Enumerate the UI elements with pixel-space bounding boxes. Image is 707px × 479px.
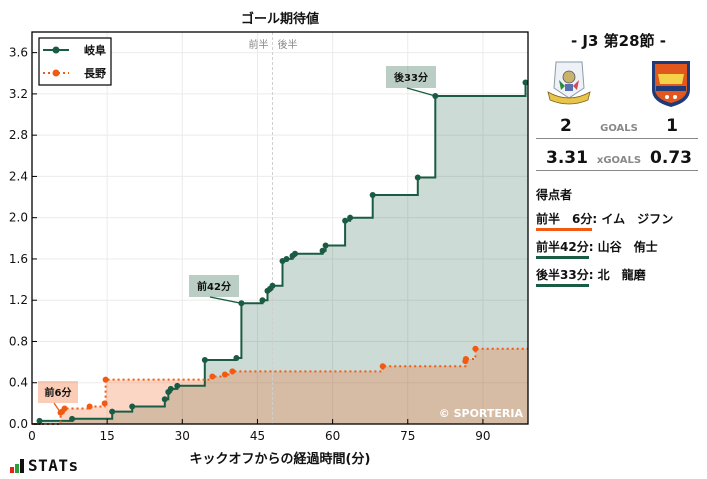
svg-text:75: 75 xyxy=(400,429,415,443)
round-title: - J3 第28節 - xyxy=(570,32,666,50)
scorers-list: 得点者 前半 6分: イム ジフン 前半42分: 山谷 侑士 後半33分: 北 … xyxy=(536,186,673,294)
series-岐阜 xyxy=(32,79,529,425)
bar-chart-icon xyxy=(10,458,24,473)
svg-text:0.0: 0.0 xyxy=(9,417,28,431)
svg-text:0.8: 0.8 xyxy=(9,334,28,348)
svg-text:後半: 後半 xyxy=(277,38,297,51)
svg-text:2.4: 2.4 xyxy=(9,169,28,183)
svg-text:前42分: 前42分 xyxy=(197,280,231,293)
svg-text:3.2: 3.2 xyxy=(9,87,28,101)
scorer-row: 前半 6分: イム ジフン xyxy=(536,210,673,231)
chart-title: ゴール期待値 xyxy=(240,12,319,27)
away-team-crest-icon xyxy=(652,61,690,107)
xgoals-row: 3.31 xGOALS 0.73 xyxy=(536,148,698,171)
svg-text:長野: 長野 xyxy=(84,67,106,80)
xg-chart: 前6分 前42分 後33分 前半 後半 © SPORTERIA 0 15 30 45 60 75 90 0… xyxy=(9,31,529,443)
svg-text:前6分: 前6分 xyxy=(45,386,72,399)
xgoals-label: xGOALS xyxy=(596,155,642,166)
away-xg: 0.73 xyxy=(650,148,692,168)
svg-text:60: 60 xyxy=(325,429,340,443)
scorer-row: 後半33分: 北 龍磨 xyxy=(536,266,673,287)
goals-label: GOALS xyxy=(600,123,638,134)
svg-text:0: 0 xyxy=(28,429,36,443)
svg-text:2.8: 2.8 xyxy=(9,128,28,142)
away-goals: 1 xyxy=(666,116,678,136)
svg-text:1.2: 1.2 xyxy=(9,293,28,307)
svg-text:3.6: 3.6 xyxy=(9,46,28,60)
svg-text:30: 30 xyxy=(175,429,190,443)
scorer-name: : 山谷 侑士 xyxy=(588,240,658,254)
stats-logo: STATs xyxy=(10,456,79,475)
scorer-time: 前半42分 xyxy=(536,238,589,259)
home-team-crest-icon xyxy=(547,61,591,105)
svg-text:15: 15 xyxy=(100,429,115,443)
svg-text:© SPORTERIA: © SPORTERIA xyxy=(439,407,524,420)
svg-text:90: 90 xyxy=(475,429,490,443)
goals-row: 2 GOALS 1 xyxy=(536,116,698,139)
svg-text:岐阜: 岐阜 xyxy=(84,43,106,57)
home-goals: 2 xyxy=(560,116,572,136)
brand-name: STATs xyxy=(28,456,79,475)
svg-text:後33分: 後33分 xyxy=(394,71,428,84)
home-xg: 3.31 xyxy=(546,148,588,168)
scorer-name: : 北 龍磨 xyxy=(588,268,646,282)
x-axis-label: キックオフからの経過時間(分) xyxy=(189,452,371,467)
svg-text:0.4: 0.4 xyxy=(9,376,28,390)
scorer-name: : イム ジフン xyxy=(592,212,674,226)
svg-text:前半: 前半 xyxy=(248,38,268,51)
series-長野 xyxy=(32,345,528,425)
svg-text:1.6: 1.6 xyxy=(9,252,28,266)
scorers-header: 得点者 xyxy=(536,188,573,202)
scorer-time: 後半33分 xyxy=(536,266,589,287)
svg-text:2.0: 2.0 xyxy=(9,211,28,225)
svg-text:45: 45 xyxy=(250,429,265,443)
scorer-time: 前半 6分 xyxy=(536,210,593,231)
scorer-row: 前半42分: 山谷 侑士 xyxy=(536,238,673,259)
